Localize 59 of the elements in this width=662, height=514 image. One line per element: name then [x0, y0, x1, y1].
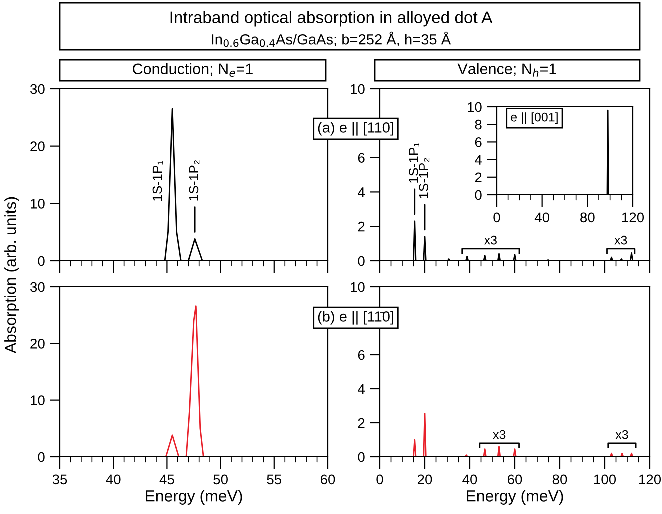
y-tick-label: 30: [30, 84, 45, 94]
y-tick-label: 0: [475, 190, 482, 200]
y-tick-label: 10: [468, 102, 482, 112]
x-tick-label: 45: [160, 474, 174, 485]
x-tick-label: 80: [552, 474, 568, 485]
y-tick-label: 2: [358, 418, 365, 428]
x-axis-title: Energy (meV): [146, 490, 242, 505]
x-tick-label: 40: [534, 212, 550, 223]
annotation: x3: [616, 430, 628, 440]
annotation: 1S-1P₁: [152, 161, 164, 201]
y-tick-label: 10: [351, 84, 365, 94]
annotation: (b) e || [11̄0]: [318, 311, 394, 325]
annotation: x3: [484, 236, 497, 245]
y-tick-label: 6: [475, 138, 482, 148]
text: In$_{0.6}$Ga$_{0.4}$As/GaAs; b=252 Å, h=35 Å: [212, 32, 452, 48]
y-tick-label: 10: [351, 282, 365, 292]
x-tick-label: 60: [508, 474, 522, 485]
annotation: x3: [493, 430, 506, 440]
annotation: 1S-1P₂: [419, 158, 430, 198]
y-tick-label: 4: [358, 188, 366, 198]
x-tick-label: 35: [52, 474, 68, 485]
annotation: 1S-1P₂: [189, 160, 200, 201]
y-tick-label: 20: [30, 339, 45, 349]
y-tick-label: 0: [358, 256, 365, 266]
x-axis-title: Energy (meV): [467, 490, 564, 505]
chart-title: Valence; N$_{h}$=1: [458, 63, 556, 77]
y-tick-label: 4: [358, 384, 366, 394]
x-tick-label: 55: [267, 474, 282, 485]
y-tick-label: 0: [38, 452, 45, 462]
annotation: (a) e || [110]: [318, 122, 394, 136]
text: Intraband optical absorption in alloyed dot A: [170, 11, 493, 27]
y-tick-label: 6: [358, 153, 365, 163]
y-tick-label: 0: [358, 452, 365, 462]
y-tick-label: 2: [475, 172, 482, 182]
y-tick-label: 6: [358, 350, 365, 360]
x-tick-label: 80: [580, 212, 595, 223]
x-tick-label: 120: [639, 474, 662, 485]
x-tick-label: 100: [594, 474, 616, 485]
y-tick-label: 20: [30, 142, 45, 152]
y-tick-label: 4: [475, 155, 482, 165]
x-tick-label: 50: [214, 474, 228, 485]
x-tick-label: 60: [320, 474, 336, 485]
y-tick-label: 2: [358, 222, 365, 232]
y-tick-label: 10: [31, 199, 45, 209]
annotation: 1S-1P₁: [409, 143, 420, 183]
y-tick-label: 30: [30, 282, 45, 292]
y-axis-title: Absorption (arb. units): [4, 197, 20, 354]
x-tick-label: 0: [494, 212, 500, 223]
x-tick-label: 40: [106, 474, 121, 485]
x-tick-label: 0: [376, 474, 384, 485]
annotation: x3: [614, 236, 628, 245]
y-tick-label: 8: [475, 120, 482, 130]
x-tick-label: 20: [418, 474, 432, 485]
x-tick-label: 40: [462, 474, 478, 485]
x-tick-label: 120: [622, 212, 644, 223]
y-tick-label: 0: [38, 256, 45, 266]
annotation: e || [001]: [511, 112, 558, 124]
y-tick-label: 10: [31, 396, 45, 406]
chart-title: Conduction; N$_{e}$=1: [133, 63, 253, 78]
